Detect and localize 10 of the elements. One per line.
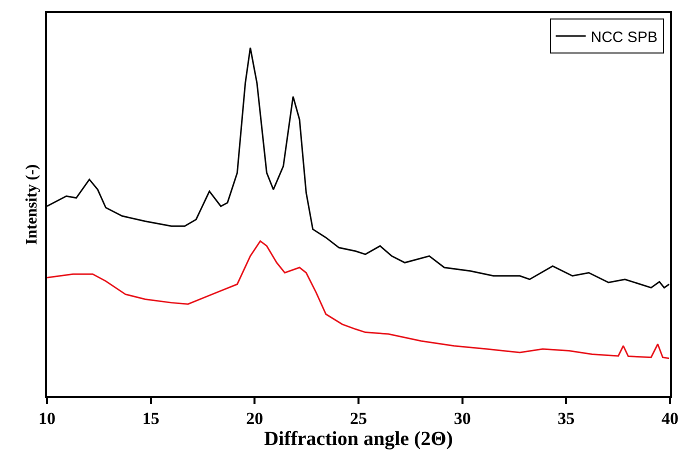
x-tick-label: 20 [246, 409, 264, 428]
x-tick-label: 40 [662, 409, 678, 428]
x-tick-label: 25 [350, 409, 367, 428]
x-tick-label: 10 [38, 409, 56, 428]
x-tick-label: 30 [454, 409, 471, 428]
x-tick-label: 35 [558, 409, 575, 428]
legend-label: NCC SPB [590, 28, 658, 46]
y-axis-title: Intensity (-) [24, 164, 41, 245]
x-tick-label: 15 [142, 409, 160, 428]
x-axis-title: Diffraction angle (2Θ) [264, 428, 453, 450]
